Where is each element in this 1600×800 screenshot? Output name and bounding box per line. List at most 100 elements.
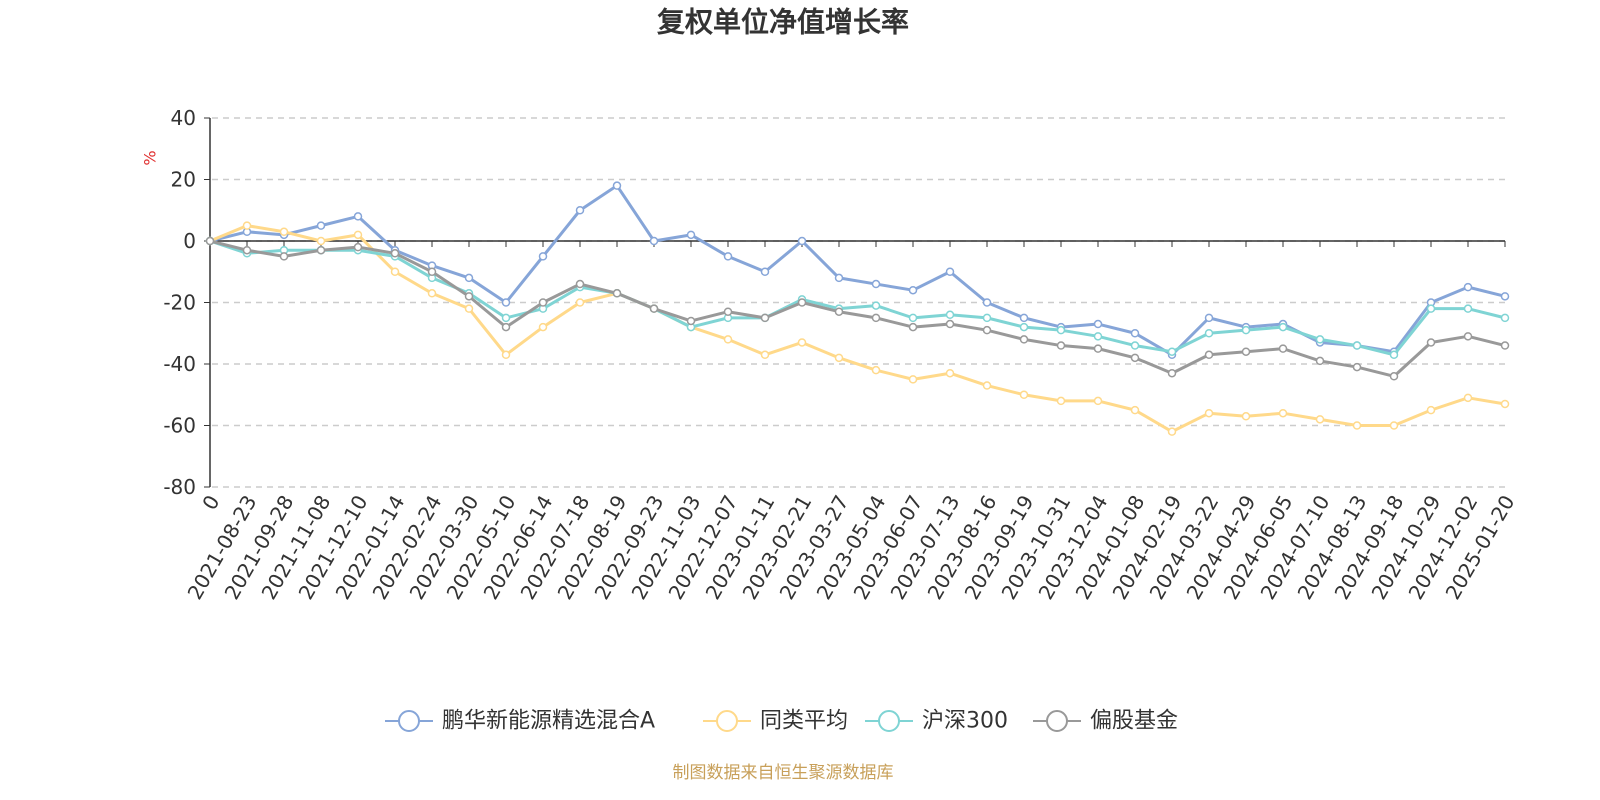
legend-label: 同类平均 [760,709,848,734]
series-line [209,239,1506,378]
point [538,252,548,261]
point [242,221,252,230]
point [1426,338,1436,347]
point [871,365,881,375]
point [1093,332,1103,341]
point [760,267,770,276]
y-axis-label: % [141,150,160,165]
point [464,273,474,283]
legend-label: 偏股基金 [1090,709,1178,734]
point [797,338,807,347]
point [427,267,437,276]
legend-symbol [1046,710,1068,732]
point [1241,412,1251,421]
y-tick-label: 20 [171,168,196,192]
point [649,236,659,246]
x-tick-label: 0 [197,491,224,514]
point [649,304,659,313]
point [1278,344,1288,353]
point [1167,368,1177,378]
point [1352,421,1362,430]
point [1056,396,1066,406]
point [1019,335,1029,344]
point [1315,335,1325,344]
y-tick-label: -20 [163,291,196,315]
point [1241,325,1251,335]
point [1130,353,1140,363]
point [908,285,918,295]
point [1463,393,1473,403]
point [612,181,622,190]
point [982,313,992,323]
point [538,322,548,332]
point [464,304,474,313]
point [1463,304,1473,313]
point [1278,322,1288,332]
point [1204,408,1214,418]
point [1241,347,1251,356]
point [538,298,548,307]
point [1315,356,1325,366]
point [797,236,807,246]
point [908,375,918,384]
point [1426,405,1436,415]
point [945,310,955,320]
point [723,335,733,344]
legend-label: 沪深300 [922,709,1008,734]
point [501,322,511,332]
point [316,236,326,246]
point [501,313,511,323]
point [1019,322,1029,332]
series-line [209,184,1506,357]
series-line [209,224,1506,434]
point [1093,396,1103,406]
point [834,307,844,316]
point [1167,427,1177,436]
point [834,353,844,363]
point [1130,329,1140,338]
point [1056,341,1066,350]
point [1130,341,1140,350]
point [279,227,289,237]
y-tick-label: -80 [163,475,196,499]
point [686,316,696,326]
y-tick-label: 40 [171,106,196,130]
point [353,230,363,240]
point [575,298,585,307]
point [871,279,881,289]
point [205,236,215,246]
point [723,307,733,316]
point [1093,344,1103,353]
y-tick-label: -40 [163,352,196,376]
point [1389,350,1399,360]
point [1278,408,1288,418]
point [797,298,807,307]
point [575,279,585,289]
point [982,298,992,307]
point [1130,405,1140,415]
y-tick-label: 0 [183,229,196,253]
point [982,325,992,335]
point [501,298,511,307]
source-note: 制图数据来自恒生聚源数据库 [673,763,894,783]
point [686,230,696,240]
point [945,368,955,378]
legend-symbol [398,710,420,732]
legend-label: 鹏华新能源精选混合A [442,709,655,734]
point [760,313,770,323]
point [1500,292,1510,301]
point [908,313,918,323]
point [1204,329,1214,338]
point [945,267,955,276]
point [464,292,474,301]
point [1500,399,1510,409]
point [390,267,400,276]
point [1500,341,1510,350]
y-tick-label: -60 [163,414,196,438]
point [1093,319,1103,329]
point [1500,313,1510,323]
chart-title: 复权单位净值增长率 [657,6,909,39]
point [427,289,437,298]
point [982,381,992,390]
